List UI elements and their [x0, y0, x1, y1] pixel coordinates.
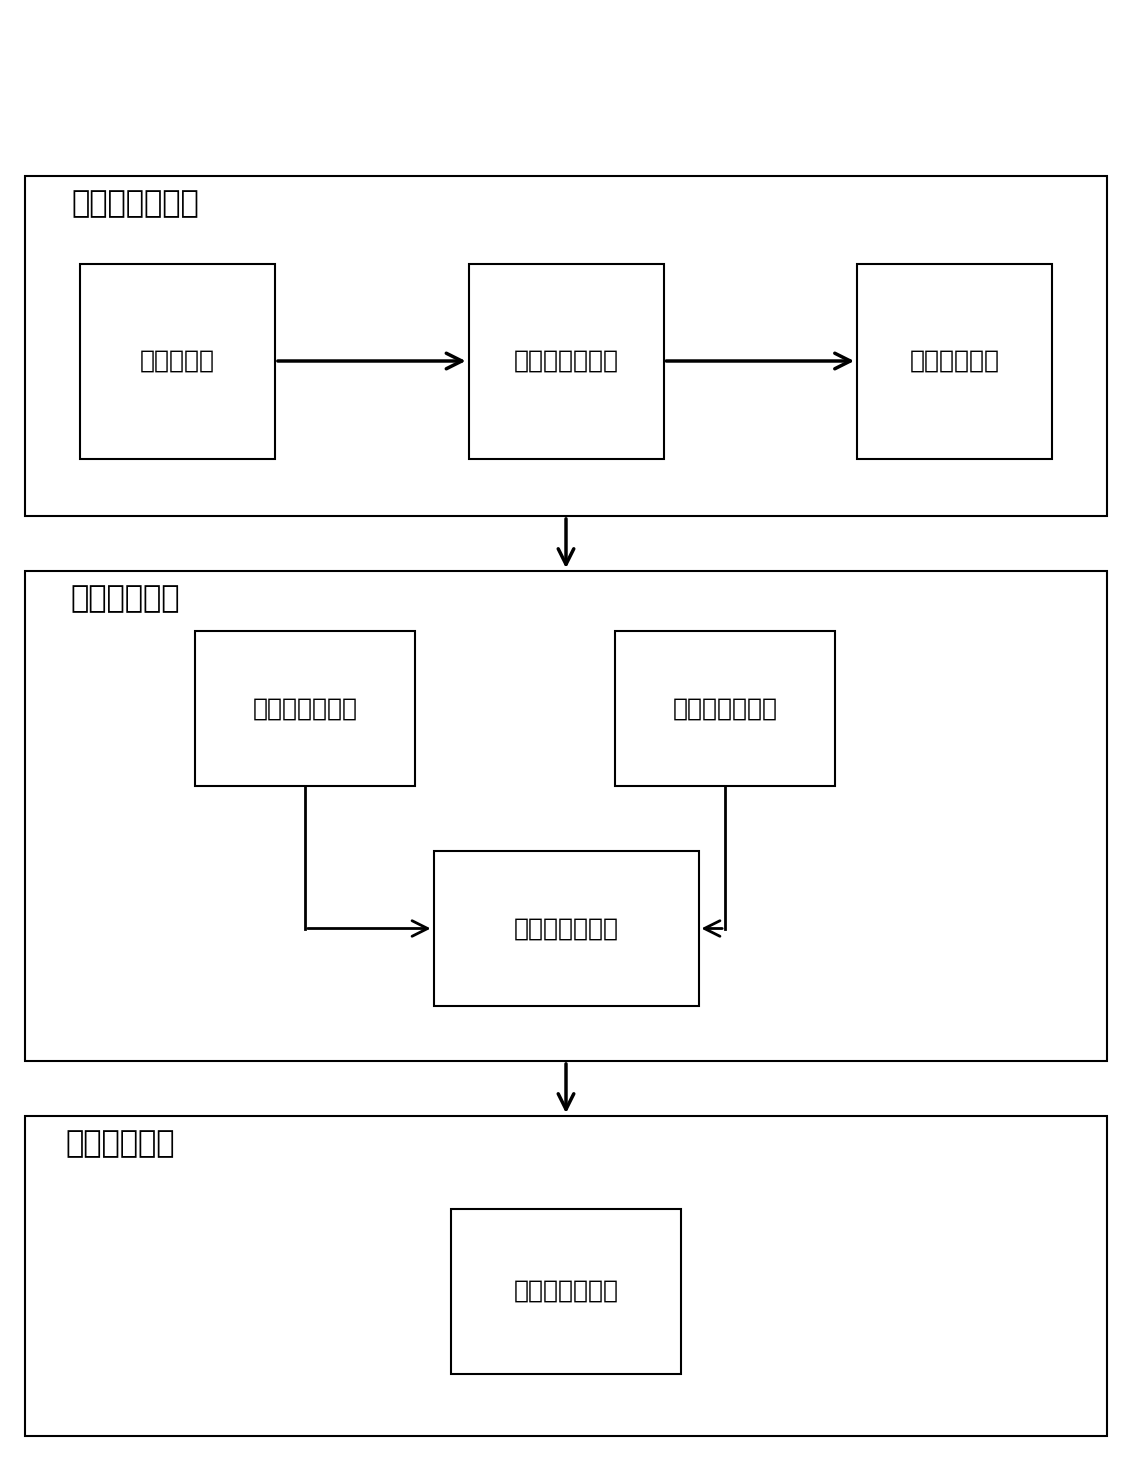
Bar	[195, 631, 415, 786]
Text: 图像增强器: 图像增强器	[140, 349, 215, 373]
Text: 传统特征提取器: 传统特征提取器	[252, 697, 358, 720]
Bar	[451, 1208, 681, 1373]
Text: 分类器训练单元: 分类器训练单元	[514, 1278, 618, 1303]
Bar	[25, 571, 1107, 1061]
Text: 二值化处理器: 二值化处理器	[909, 349, 1000, 373]
Bar	[434, 850, 698, 1007]
Bar	[469, 263, 663, 459]
Bar	[25, 175, 1107, 516]
Text: 深度特征提取器: 深度特征提取器	[672, 697, 778, 720]
Text: 特征融合处理器: 特征融合处理器	[514, 916, 618, 941]
Bar	[80, 263, 275, 459]
Text: 图像预处理模块: 图像预处理模块	[71, 190, 199, 219]
Text: 特征提取模块: 特征提取模块	[70, 584, 180, 614]
Bar	[25, 1116, 1107, 1436]
Bar	[857, 263, 1052, 459]
Bar	[615, 631, 835, 786]
Text: 小波变换处理器: 小波变换处理器	[514, 349, 618, 373]
Text: 特征分类模块: 特征分类模块	[66, 1129, 174, 1159]
